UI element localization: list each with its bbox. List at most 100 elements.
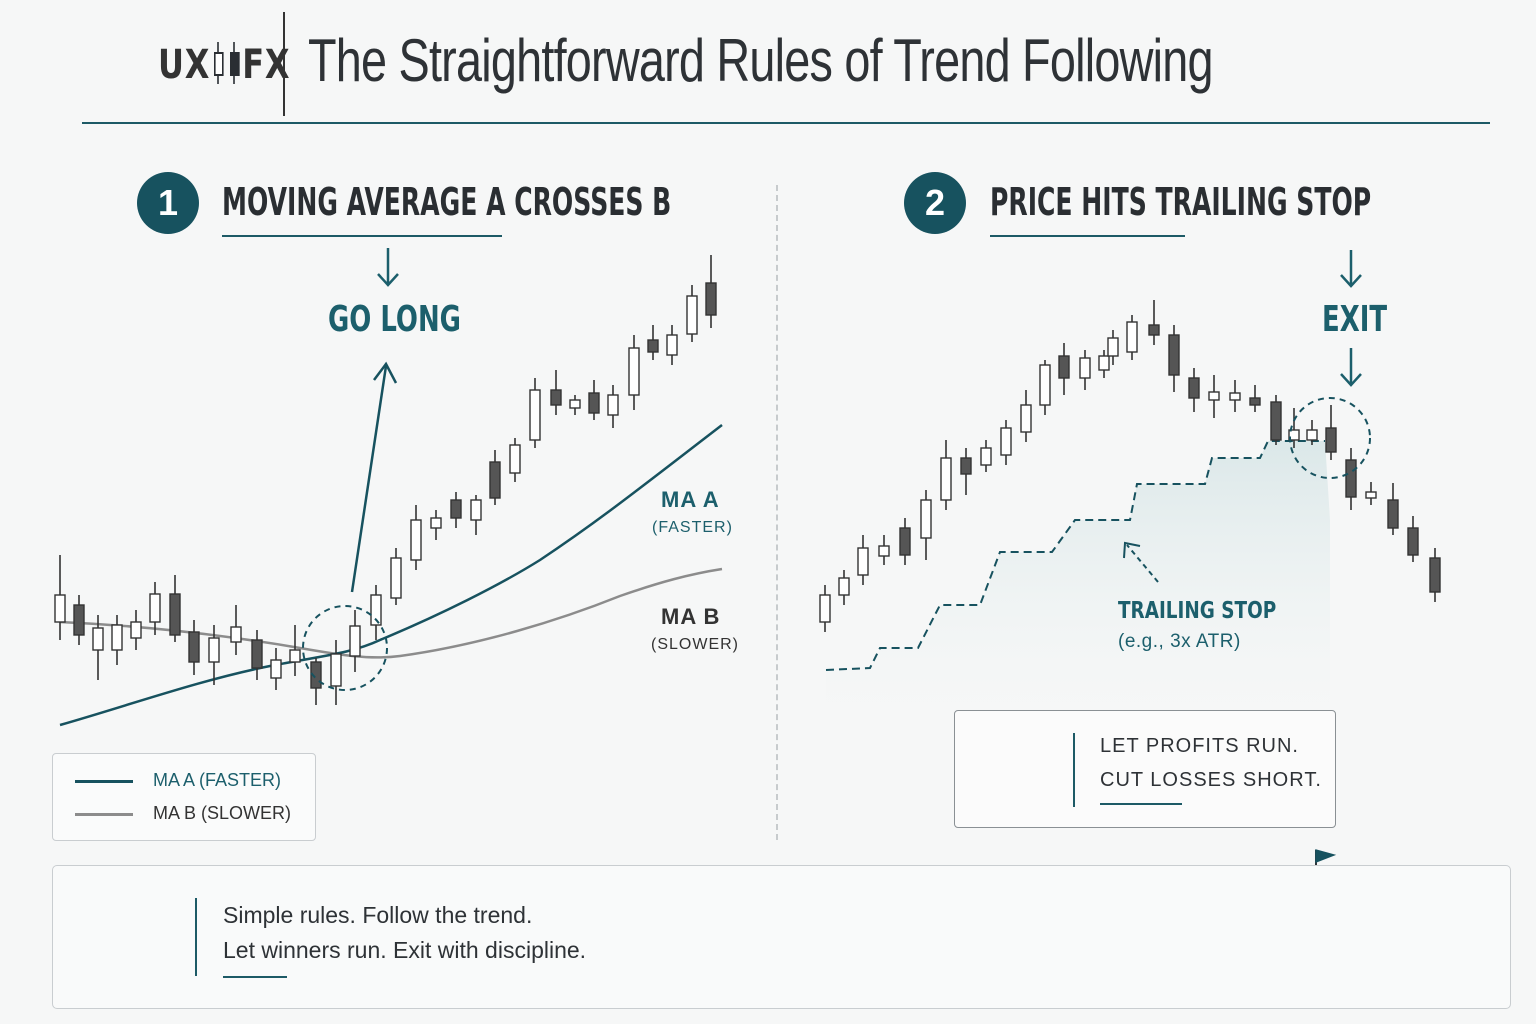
legend-label-ma-b: MA B (SLOWER) [153, 803, 292, 823]
left-candle-23 [509, 438, 521, 482]
right-candle-7 [960, 448, 972, 495]
right-candle-10 [1020, 390, 1032, 442]
right-candle-9 [1000, 420, 1012, 465]
page-title: The Straightforward Rules of Trend Follo… [308, 27, 1214, 94]
candle-logo-icon [213, 42, 224, 84]
right-candle-20 [1208, 375, 1220, 418]
right-candle-27 [1345, 448, 1357, 510]
left-candle-4 [130, 610, 142, 650]
left-candle-14 [330, 640, 342, 705]
crossover-circle [302, 605, 388, 691]
down-arrow-icon-left [377, 248, 399, 287]
right-candle-6 [940, 440, 952, 510]
left-candle-21 [470, 495, 482, 535]
right-candle-30 [1407, 516, 1419, 562]
down-arrow-icon-right-top [1340, 250, 1362, 288]
logo: UX FX [158, 42, 324, 88]
left-candle-19 [430, 510, 442, 540]
right-candle-18 [1168, 325, 1180, 392]
footer-line-2: Let winners run. Exit with discipline. [223, 937, 587, 963]
step-2-title: PRICE HITS TRAILING STOP [990, 180, 1372, 224]
header-rule [82, 122, 1490, 124]
left-candle-24 [529, 378, 541, 448]
right-candle-31 [1429, 548, 1441, 602]
footer-rule [223, 976, 287, 978]
left-candle-11 [270, 648, 282, 690]
legend-swatch-ma-b [75, 813, 133, 816]
left-candle-26 [569, 395, 581, 415]
right-candle-8 [980, 440, 992, 472]
tip-rule [1100, 803, 1182, 805]
left-candle-30 [647, 325, 659, 360]
right-candle-11 [1039, 360, 1051, 415]
left-candle-29 [628, 335, 640, 410]
left-candle-16 [370, 585, 382, 640]
left-candle-32 [686, 285, 698, 342]
left-candle-8 [208, 625, 220, 685]
left-candle-18 [410, 505, 422, 570]
logo-text-left: UX [158, 42, 211, 88]
trailing-stop-sublabel: (e.g., 3x ATR) [1118, 631, 1241, 652]
left-candle-9 [230, 605, 242, 655]
stop-pointer-arrow-icon [1123, 541, 1159, 583]
left-candle-10 [251, 630, 263, 680]
right-candle-15 [1107, 330, 1119, 365]
left-candle-25 [550, 370, 562, 415]
exit-circle [1289, 397, 1371, 479]
right-candle-22 [1249, 385, 1261, 412]
footer-divider [195, 898, 197, 976]
ma-a-sublabel: (FASTER) [652, 519, 733, 536]
right-candle-14 [1098, 350, 1110, 378]
go-long-label: GO LONG [328, 299, 461, 340]
right-candle-5 [920, 490, 932, 560]
left-candle-27 [588, 380, 600, 420]
trailing-stop-line [825, 440, 1325, 671]
right-candle-4 [899, 518, 911, 565]
ma-b-line [59, 567, 723, 659]
trailing-stop-label: TRAILING STOP [1118, 598, 1277, 624]
ma-a-line [59, 424, 723, 727]
left-candle-5 [149, 582, 161, 635]
left-candle-0 [54, 555, 66, 640]
left-candle-6 [169, 575, 181, 642]
right-candle-26 [1325, 405, 1337, 460]
left-candlesticks [54, 255, 717, 705]
left-candle-12 [289, 625, 301, 676]
right-candle-24 [1288, 408, 1300, 448]
left-candle-31 [666, 325, 678, 365]
left-candle-3 [111, 615, 123, 665]
footer-line-1: Simple rules. Follow the trend. [223, 902, 533, 928]
right-candle-0 [819, 585, 831, 632]
ma-a-label: MA A [661, 487, 720, 512]
right-candle-12 [1058, 343, 1070, 395]
trailing-stop-area [826, 441, 1330, 720]
right-candle-2 [857, 535, 869, 585]
left-candle-7 [188, 620, 200, 675]
right-candle-13 [1079, 350, 1091, 390]
right-candle-21 [1229, 380, 1241, 412]
logo-text-right: FX [242, 42, 291, 88]
left-candle-15 [349, 610, 361, 672]
down-arrow-icon-right-bottom [1340, 348, 1362, 387]
header: UX FX The Straightforward Rules of Trend … [0, 0, 1536, 130]
step-1-badge: 1 [137, 172, 199, 234]
left-candle-22 [489, 450, 501, 505]
step-2-rule [990, 235, 1185, 237]
legend-label-ma-a: MA A (FASTER) [153, 770, 282, 790]
left-candle-2 [92, 615, 104, 680]
tip-line-1: LET PROFITS RUN. [1100, 735, 1299, 757]
right-candle-19 [1188, 368, 1200, 412]
right-candle-3 [878, 535, 890, 565]
step-1-rule [222, 235, 502, 237]
legend: MA A (FASTER) MA B (SLOWER) [52, 753, 316, 841]
ma-b-sublabel: (SLOWER) [651, 636, 739, 653]
right-candle-28 [1365, 482, 1377, 505]
step-2-badge: 2 [904, 172, 966, 234]
left-candle-13 [310, 658, 322, 705]
left-candle-1 [73, 595, 85, 645]
tip-box: LET PROFITS RUN. CUT LOSSES SHORT. [954, 710, 1336, 828]
left-candle-33 [705, 255, 717, 328]
footer-banner: Simple rules. Follow the trend. Let winn… [52, 865, 1511, 1009]
header-divider [283, 12, 285, 116]
left-candle-17 [390, 548, 402, 605]
